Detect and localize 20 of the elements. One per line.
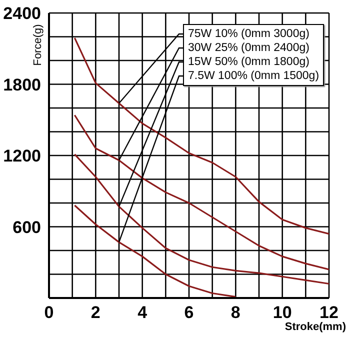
y-tick-label: 1800 <box>3 75 41 94</box>
x-tick-label: 6 <box>184 303 194 322</box>
line-series <box>74 154 329 285</box>
x-tick-label: 8 <box>230 303 240 322</box>
x-tick-label: 10 <box>272 303 292 322</box>
x-tick-label: 0 <box>44 303 54 322</box>
line-series <box>74 114 329 270</box>
x-tick-label: 12 <box>320 303 338 322</box>
y-axis-title: Force(g) <box>32 24 44 66</box>
line-series <box>74 204 236 298</box>
x-axis-title: Stroke(mm) <box>284 321 346 333</box>
text: 15W 50% (0mm 1800g) <box>188 55 310 69</box>
text: 7.5W 100% (0mm 1500g) <box>188 69 320 83</box>
y-tick-label: 2400 <box>3 4 41 24</box>
x-tick-label: 4 <box>138 303 148 322</box>
y-tick-label: 600 <box>12 218 41 237</box>
x-tick-label: 2 <box>90 303 100 322</box>
text: 30W 25% (0mm 2400g) <box>188 41 310 55</box>
y-tick-label: 1200 <box>3 146 41 166</box>
text: 75W 10% (0mm 3000g) <box>188 27 310 41</box>
